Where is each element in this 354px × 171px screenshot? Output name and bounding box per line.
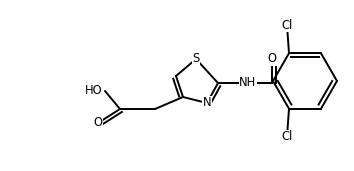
Text: Cl: Cl (281, 130, 293, 143)
Text: N: N (203, 96, 211, 109)
Text: O: O (268, 52, 276, 65)
Text: NH: NH (239, 76, 257, 89)
Text: HO: HO (85, 84, 103, 97)
Text: Cl: Cl (281, 19, 293, 32)
Text: O: O (93, 116, 103, 129)
Text: S: S (192, 52, 200, 65)
